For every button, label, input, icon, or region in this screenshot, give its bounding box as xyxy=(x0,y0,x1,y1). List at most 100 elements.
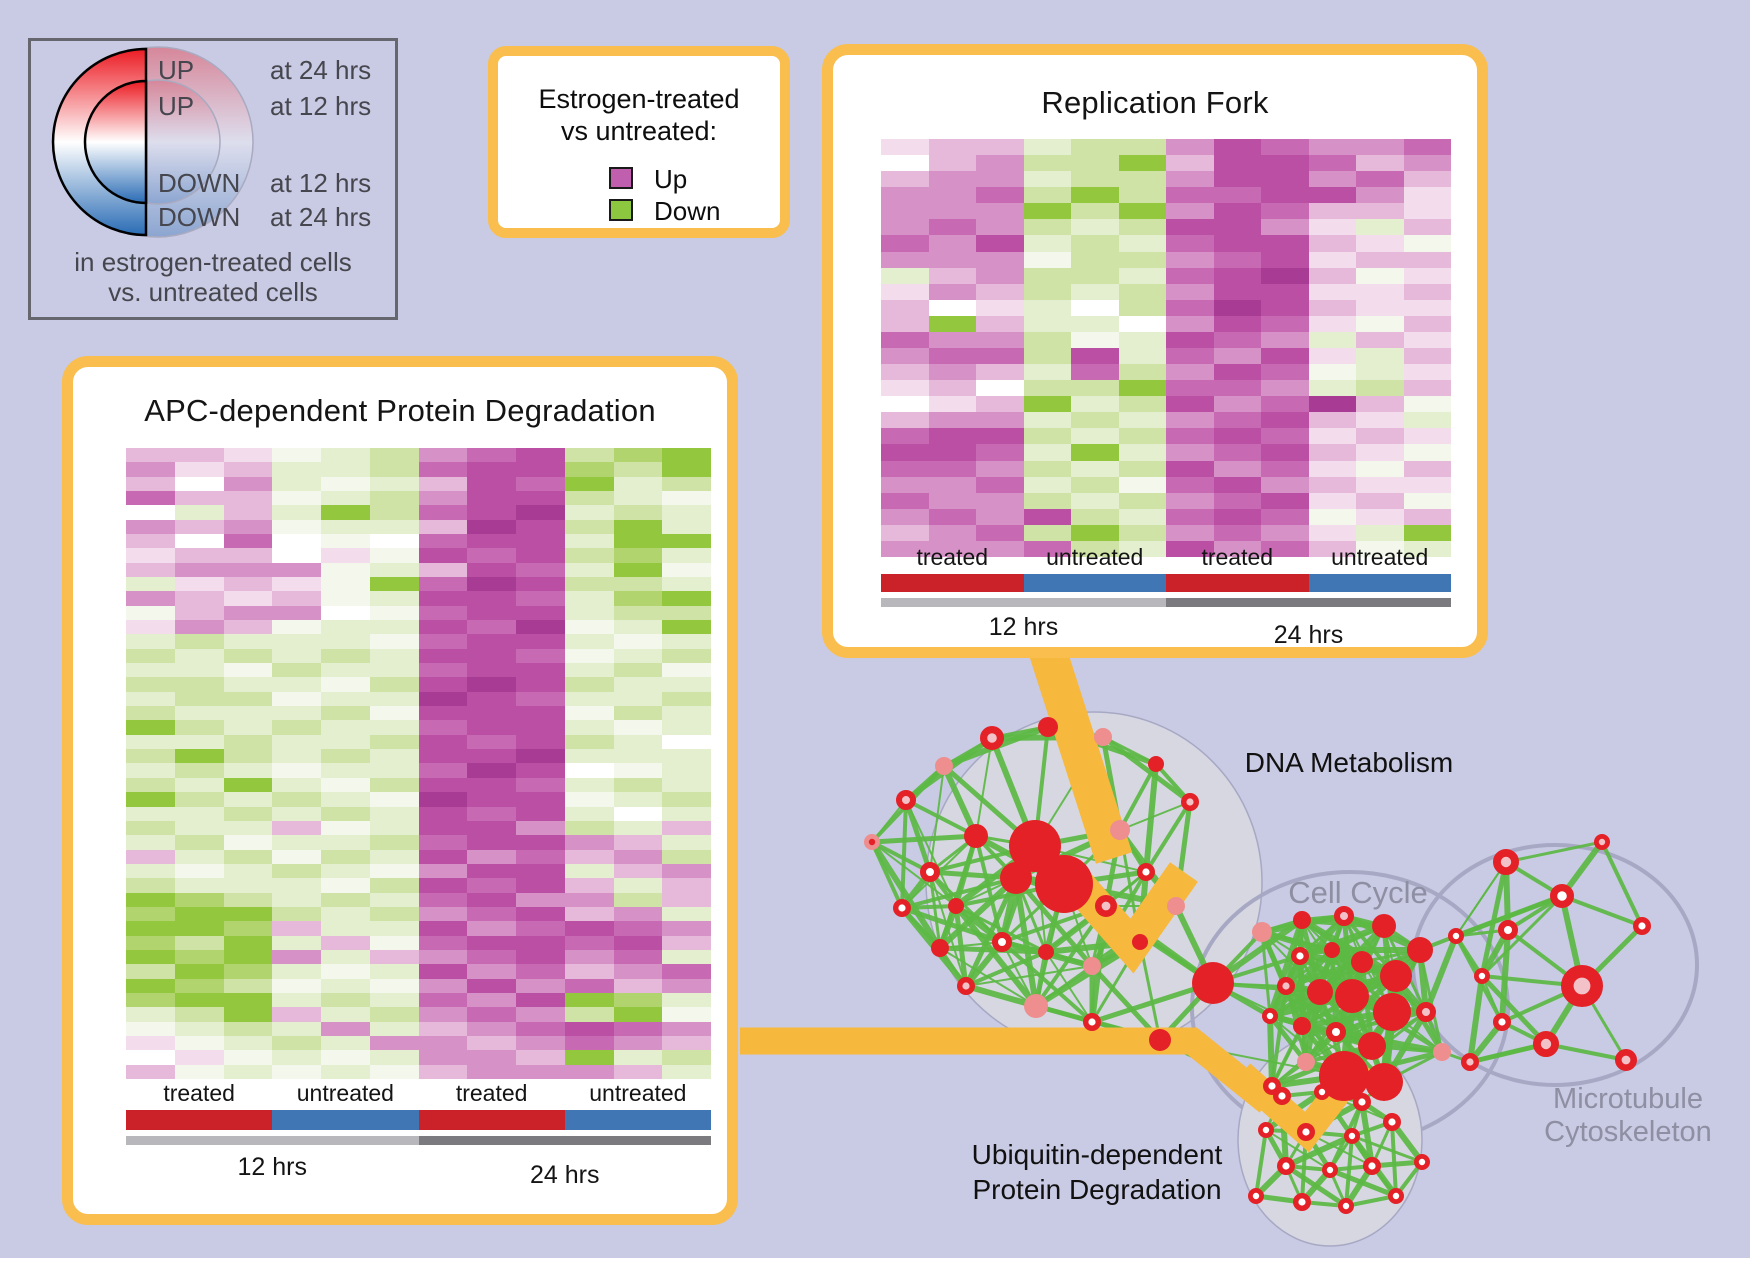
network-edge xyxy=(1441,1050,1471,1064)
ring-caption-line1: in estrogen-treated cells xyxy=(74,247,352,277)
network-edge xyxy=(1318,991,1346,1077)
network-edge xyxy=(1335,1010,1427,1034)
network-edge xyxy=(1300,1131,1308,1203)
rf-group-labels: treated untreated treated untreated xyxy=(881,544,1451,571)
network-edge xyxy=(1480,894,1564,978)
microtubule-label-1: Microtubule xyxy=(1553,1083,1703,1115)
network-edge xyxy=(1350,1101,1364,1137)
network-edge xyxy=(989,736,1038,848)
network-edge xyxy=(1045,950,1093,968)
network-edge xyxy=(941,764,979,838)
network-edge xyxy=(871,841,957,907)
gene-node xyxy=(864,834,881,851)
network-edge xyxy=(1504,860,1564,898)
network-edge xyxy=(1297,955,1305,1027)
network-edge xyxy=(963,940,1005,988)
network-edge xyxy=(1305,1044,1373,1064)
network-edge xyxy=(1043,883,1067,953)
network-edge xyxy=(1261,931,1301,957)
network-edge xyxy=(1455,928,1509,938)
network-edge xyxy=(900,799,908,909)
network-edge xyxy=(1391,1011,1443,1053)
ring-down-12-time: at 12 hrs xyxy=(270,168,372,198)
network-edge xyxy=(929,869,1017,881)
network-edge xyxy=(975,737,993,837)
network-edge xyxy=(974,834,1018,880)
network-edge xyxy=(1455,893,1563,939)
network-edge xyxy=(1503,861,1511,931)
network-edge xyxy=(1350,992,1394,1016)
network-edge xyxy=(1383,925,1397,977)
network-edge xyxy=(1271,1060,1307,1088)
network-edge xyxy=(1390,949,1422,1013)
network-edge xyxy=(1268,960,1364,1018)
gene-node xyxy=(1448,928,1465,945)
network-edge xyxy=(1343,1010,1427,1078)
network-edge xyxy=(1361,948,1421,964)
network-edge xyxy=(1044,903,1108,955)
network-edge xyxy=(1319,960,1363,994)
rf-group-treated-24: treated xyxy=(1201,544,1274,570)
network-edge xyxy=(1012,843,1039,881)
network-edge xyxy=(1015,874,1065,888)
network-edge xyxy=(1001,940,1047,954)
gene-node xyxy=(1326,1022,1346,1042)
network-edge xyxy=(1261,930,1333,952)
network-edge xyxy=(928,871,942,949)
network-edge xyxy=(1561,894,1643,928)
network-edge xyxy=(955,904,1047,954)
gene-node xyxy=(1344,1128,1361,1145)
network-edge xyxy=(1001,904,1107,944)
rf-group-untreated-24: untreated xyxy=(1331,544,1429,570)
network-edge xyxy=(1267,947,1335,1019)
gene-node xyxy=(1276,977,1295,996)
network-edge xyxy=(1299,948,1333,958)
network-edge xyxy=(1334,1031,1346,1077)
network-edge xyxy=(1349,1134,1375,1168)
ring-down-12-dir: DOWN xyxy=(158,168,241,198)
network-edge xyxy=(938,835,978,949)
network-edge xyxy=(1014,876,1094,968)
network-edge xyxy=(1261,929,1363,965)
network-edge xyxy=(1298,953,1394,1015)
network-edge xyxy=(1297,919,1305,957)
network-edge xyxy=(1271,1031,1337,1087)
color-key-title-line1: Estrogen-treated xyxy=(538,84,740,114)
network-edge xyxy=(1333,994,1355,1034)
network-edge xyxy=(1212,982,1303,1027)
gene-node xyxy=(1292,1192,1311,1211)
network-edge xyxy=(1305,1060,1345,1078)
network-edge xyxy=(1359,924,1387,964)
network-edge xyxy=(1329,915,1347,951)
network-edge xyxy=(1600,841,1644,927)
network-edge xyxy=(1035,964,1093,1008)
network-edge xyxy=(1118,828,1148,874)
network-edge xyxy=(1137,871,1149,943)
rf-time-12: 12 hrs xyxy=(988,613,1059,641)
network-edge xyxy=(1119,801,1191,831)
network-edge xyxy=(1303,1029,1339,1065)
network-edge xyxy=(991,734,1104,741)
network-edge xyxy=(1062,828,1122,886)
network-edge xyxy=(1034,827,1121,849)
gene-node xyxy=(1407,937,1433,963)
gene-node xyxy=(1594,834,1611,851)
gene-node xyxy=(931,939,949,957)
network-edge xyxy=(1090,964,1162,1042)
network-edge xyxy=(1101,734,1192,805)
rf-group-untreated-12: untreated xyxy=(1046,544,1144,570)
network-edge xyxy=(1283,914,1347,988)
network-edge xyxy=(1285,984,1393,1014)
network-edge xyxy=(1390,1121,1398,1197)
network-edge xyxy=(1269,1014,1373,1048)
network-edge xyxy=(1371,1011,1427,1047)
gene-node xyxy=(1414,1154,1431,1171)
network-edge xyxy=(1454,935,1504,1023)
network-edge xyxy=(1261,931,1321,993)
network-edge xyxy=(1265,1129,1331,1171)
network-edge xyxy=(1371,1044,1443,1054)
network-edge xyxy=(1300,918,1364,964)
network-edge xyxy=(1253,1163,1289,1199)
network-edge xyxy=(900,906,942,950)
network-edge xyxy=(1285,984,1321,994)
